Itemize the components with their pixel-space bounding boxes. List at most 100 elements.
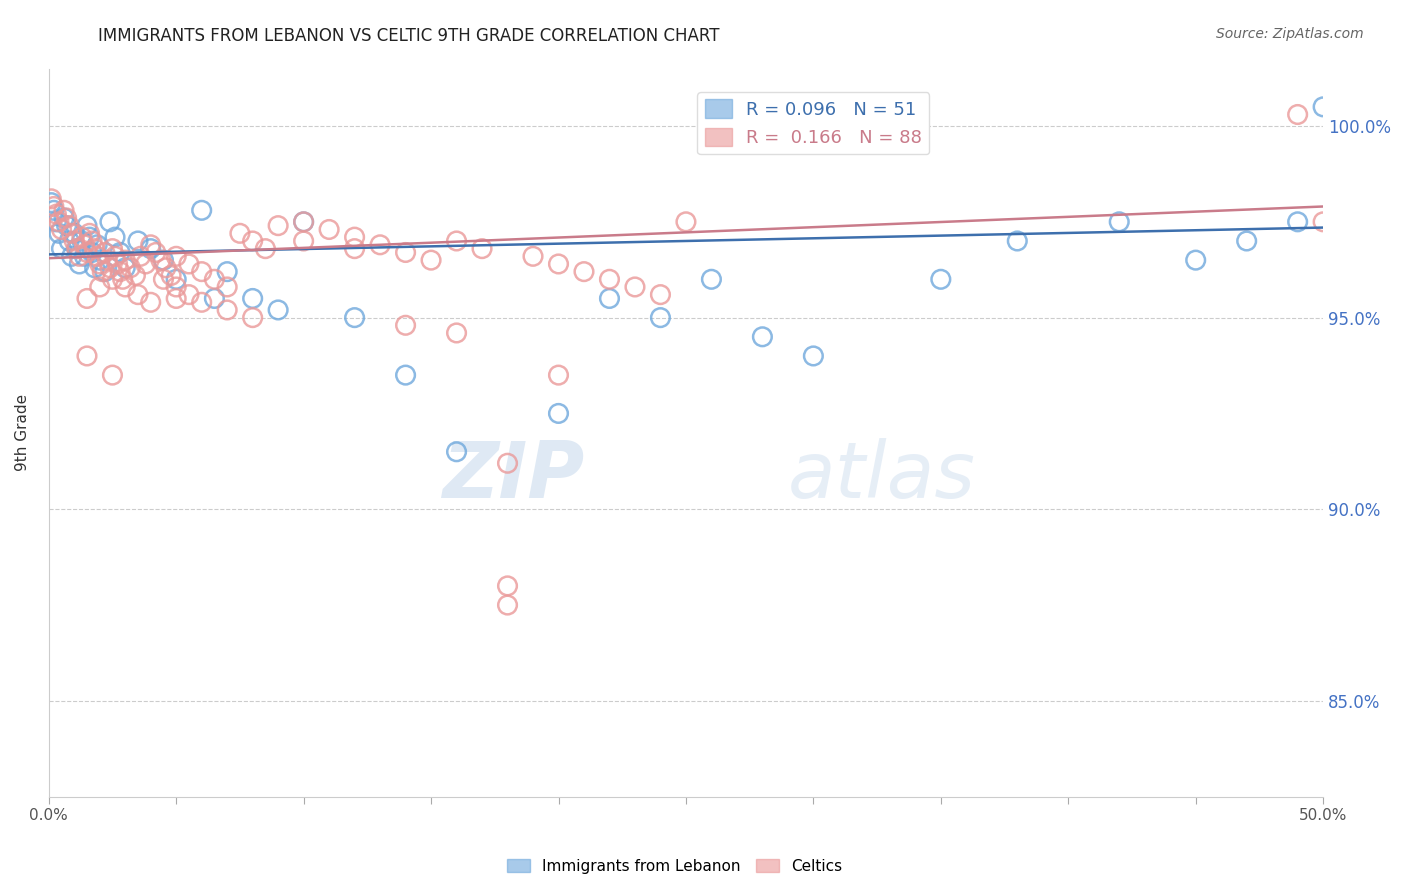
Point [145,245,167,260]
Point [67,257,90,271]
Point [76,245,98,260]
Point [55,211,77,225]
Point [177,257,200,271]
Point [101,272,124,286]
Point [547,368,569,383]
Point [129,249,152,263]
Point [114,260,136,275]
Point [318,222,340,236]
Point [343,230,366,244]
Point [73,237,96,252]
Point [624,280,647,294]
Point [139,242,162,256]
Point [471,242,494,256]
Point [522,249,544,263]
Point [70,230,93,244]
Point [89,257,111,271]
Point [149,253,172,268]
Point [572,265,595,279]
Point [700,272,723,286]
Point [135,257,157,271]
Point [1312,100,1334,114]
Point [446,234,468,248]
Text: ZIP: ZIP [441,438,583,515]
Point [165,280,187,294]
Point [547,257,569,271]
Point [39,192,62,206]
Point [60,227,83,241]
Point [48,227,70,241]
Point [63,234,86,248]
Point [190,203,212,218]
Point [160,268,183,283]
Point [420,253,443,268]
Point [101,242,124,256]
Point [496,579,519,593]
Point [190,265,212,279]
Point [94,245,117,260]
Point [204,272,226,286]
Point [108,245,131,260]
Point [1236,234,1258,248]
Point [45,207,67,221]
Point [107,257,129,271]
Point [292,234,315,248]
Point [89,253,111,268]
Point [53,203,76,218]
Point [1286,215,1309,229]
Point [394,245,416,260]
Point [155,260,177,275]
Point [79,227,101,241]
Point [70,234,93,248]
Point [89,280,111,294]
Point [217,265,239,279]
Point [86,237,108,252]
Point [104,249,127,263]
Point [45,215,67,229]
Point [98,260,121,275]
Point [343,242,366,256]
Point [292,215,315,229]
Y-axis label: 9th Grade: 9th Grade [15,394,30,471]
Point [111,272,134,286]
Point [55,219,77,233]
Point [1286,107,1309,121]
Point [267,302,290,317]
Point [547,406,569,420]
Point [803,349,825,363]
Point [929,272,952,286]
Point [63,227,86,241]
Point [51,242,73,256]
Point [127,234,149,248]
Text: Source: ZipAtlas.com: Source: ZipAtlas.com [1216,27,1364,41]
Point [79,230,101,244]
Point [190,295,212,310]
Point [60,249,83,263]
Point [343,310,366,325]
Point [292,215,315,229]
Point [650,287,672,301]
Point [108,265,131,279]
Point [91,265,114,279]
Point [368,237,391,252]
Point [101,368,124,383]
Point [104,230,127,244]
Point [217,280,239,294]
Point [51,222,73,236]
Point [80,245,103,260]
Point [496,456,519,470]
Point [446,444,468,458]
Point [217,302,239,317]
Point [53,211,76,225]
Point [86,249,108,263]
Point [42,203,65,218]
Point [394,368,416,383]
Point [152,253,174,268]
Point [598,292,620,306]
Point [204,292,226,306]
Point [267,219,290,233]
Point [114,280,136,294]
Point [242,292,264,306]
Point [394,318,416,333]
Point [124,268,146,283]
